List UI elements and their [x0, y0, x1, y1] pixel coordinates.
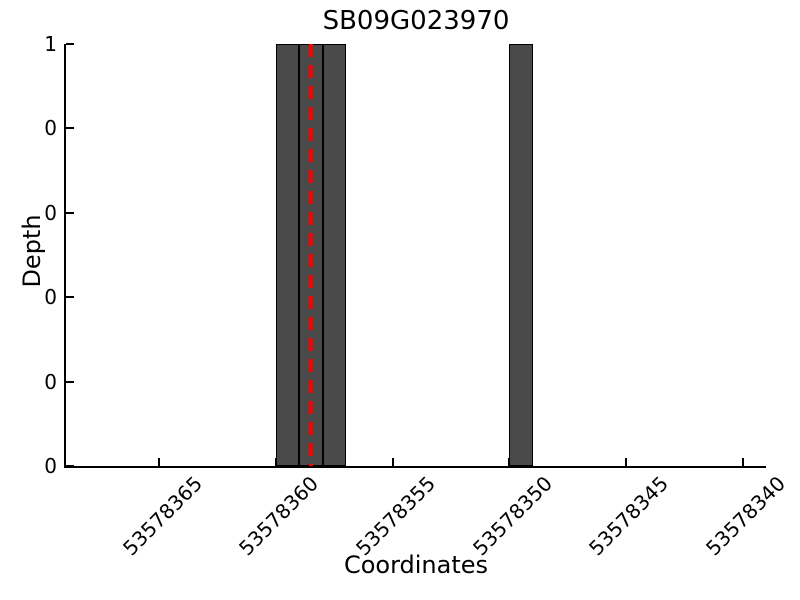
depth-bar: [276, 44, 300, 466]
x-tick: [275, 458, 277, 466]
y-tick-label: 0: [44, 200, 57, 225]
x-tick: [508, 458, 511, 466]
marker-dashed-line: [309, 44, 313, 466]
x-axis-label: Coordinates: [343, 551, 489, 579]
y-tick-label: 0: [44, 116, 57, 141]
x-tick-label: 53578365: [117, 471, 207, 561]
y-tick: [66, 127, 74, 130]
y-tick: [66, 43, 74, 45]
depth-bar: [322, 44, 346, 466]
x-axis-spine: [64, 466, 766, 468]
x-tick-label: 53578345: [584, 471, 674, 561]
y-axis-spine: [64, 44, 66, 468]
x-tick-label: 53578355: [350, 471, 440, 561]
y-tick: [66, 465, 74, 467]
y-tick: [66, 380, 74, 383]
y-tick: [66, 296, 74, 299]
plot-area: [64, 43, 766, 468]
y-tick-label: 0: [44, 285, 57, 310]
chart-title: SB09G023970: [322, 6, 510, 36]
y-tick-label: 0: [44, 369, 57, 394]
x-tick-label: 53578340: [700, 471, 790, 561]
depth-bar: [509, 44, 533, 466]
x-tick: [391, 458, 394, 466]
x-tick: [158, 458, 161, 466]
y-tick-label: 0: [44, 454, 57, 478]
y-tick: [66, 211, 74, 214]
x-tick: [741, 458, 744, 466]
y-tick-label: 1: [44, 32, 57, 56]
x-tick: [625, 458, 627, 466]
x-tick-label: 53578350: [467, 471, 557, 561]
x-tick-label: 53578360: [234, 471, 324, 561]
